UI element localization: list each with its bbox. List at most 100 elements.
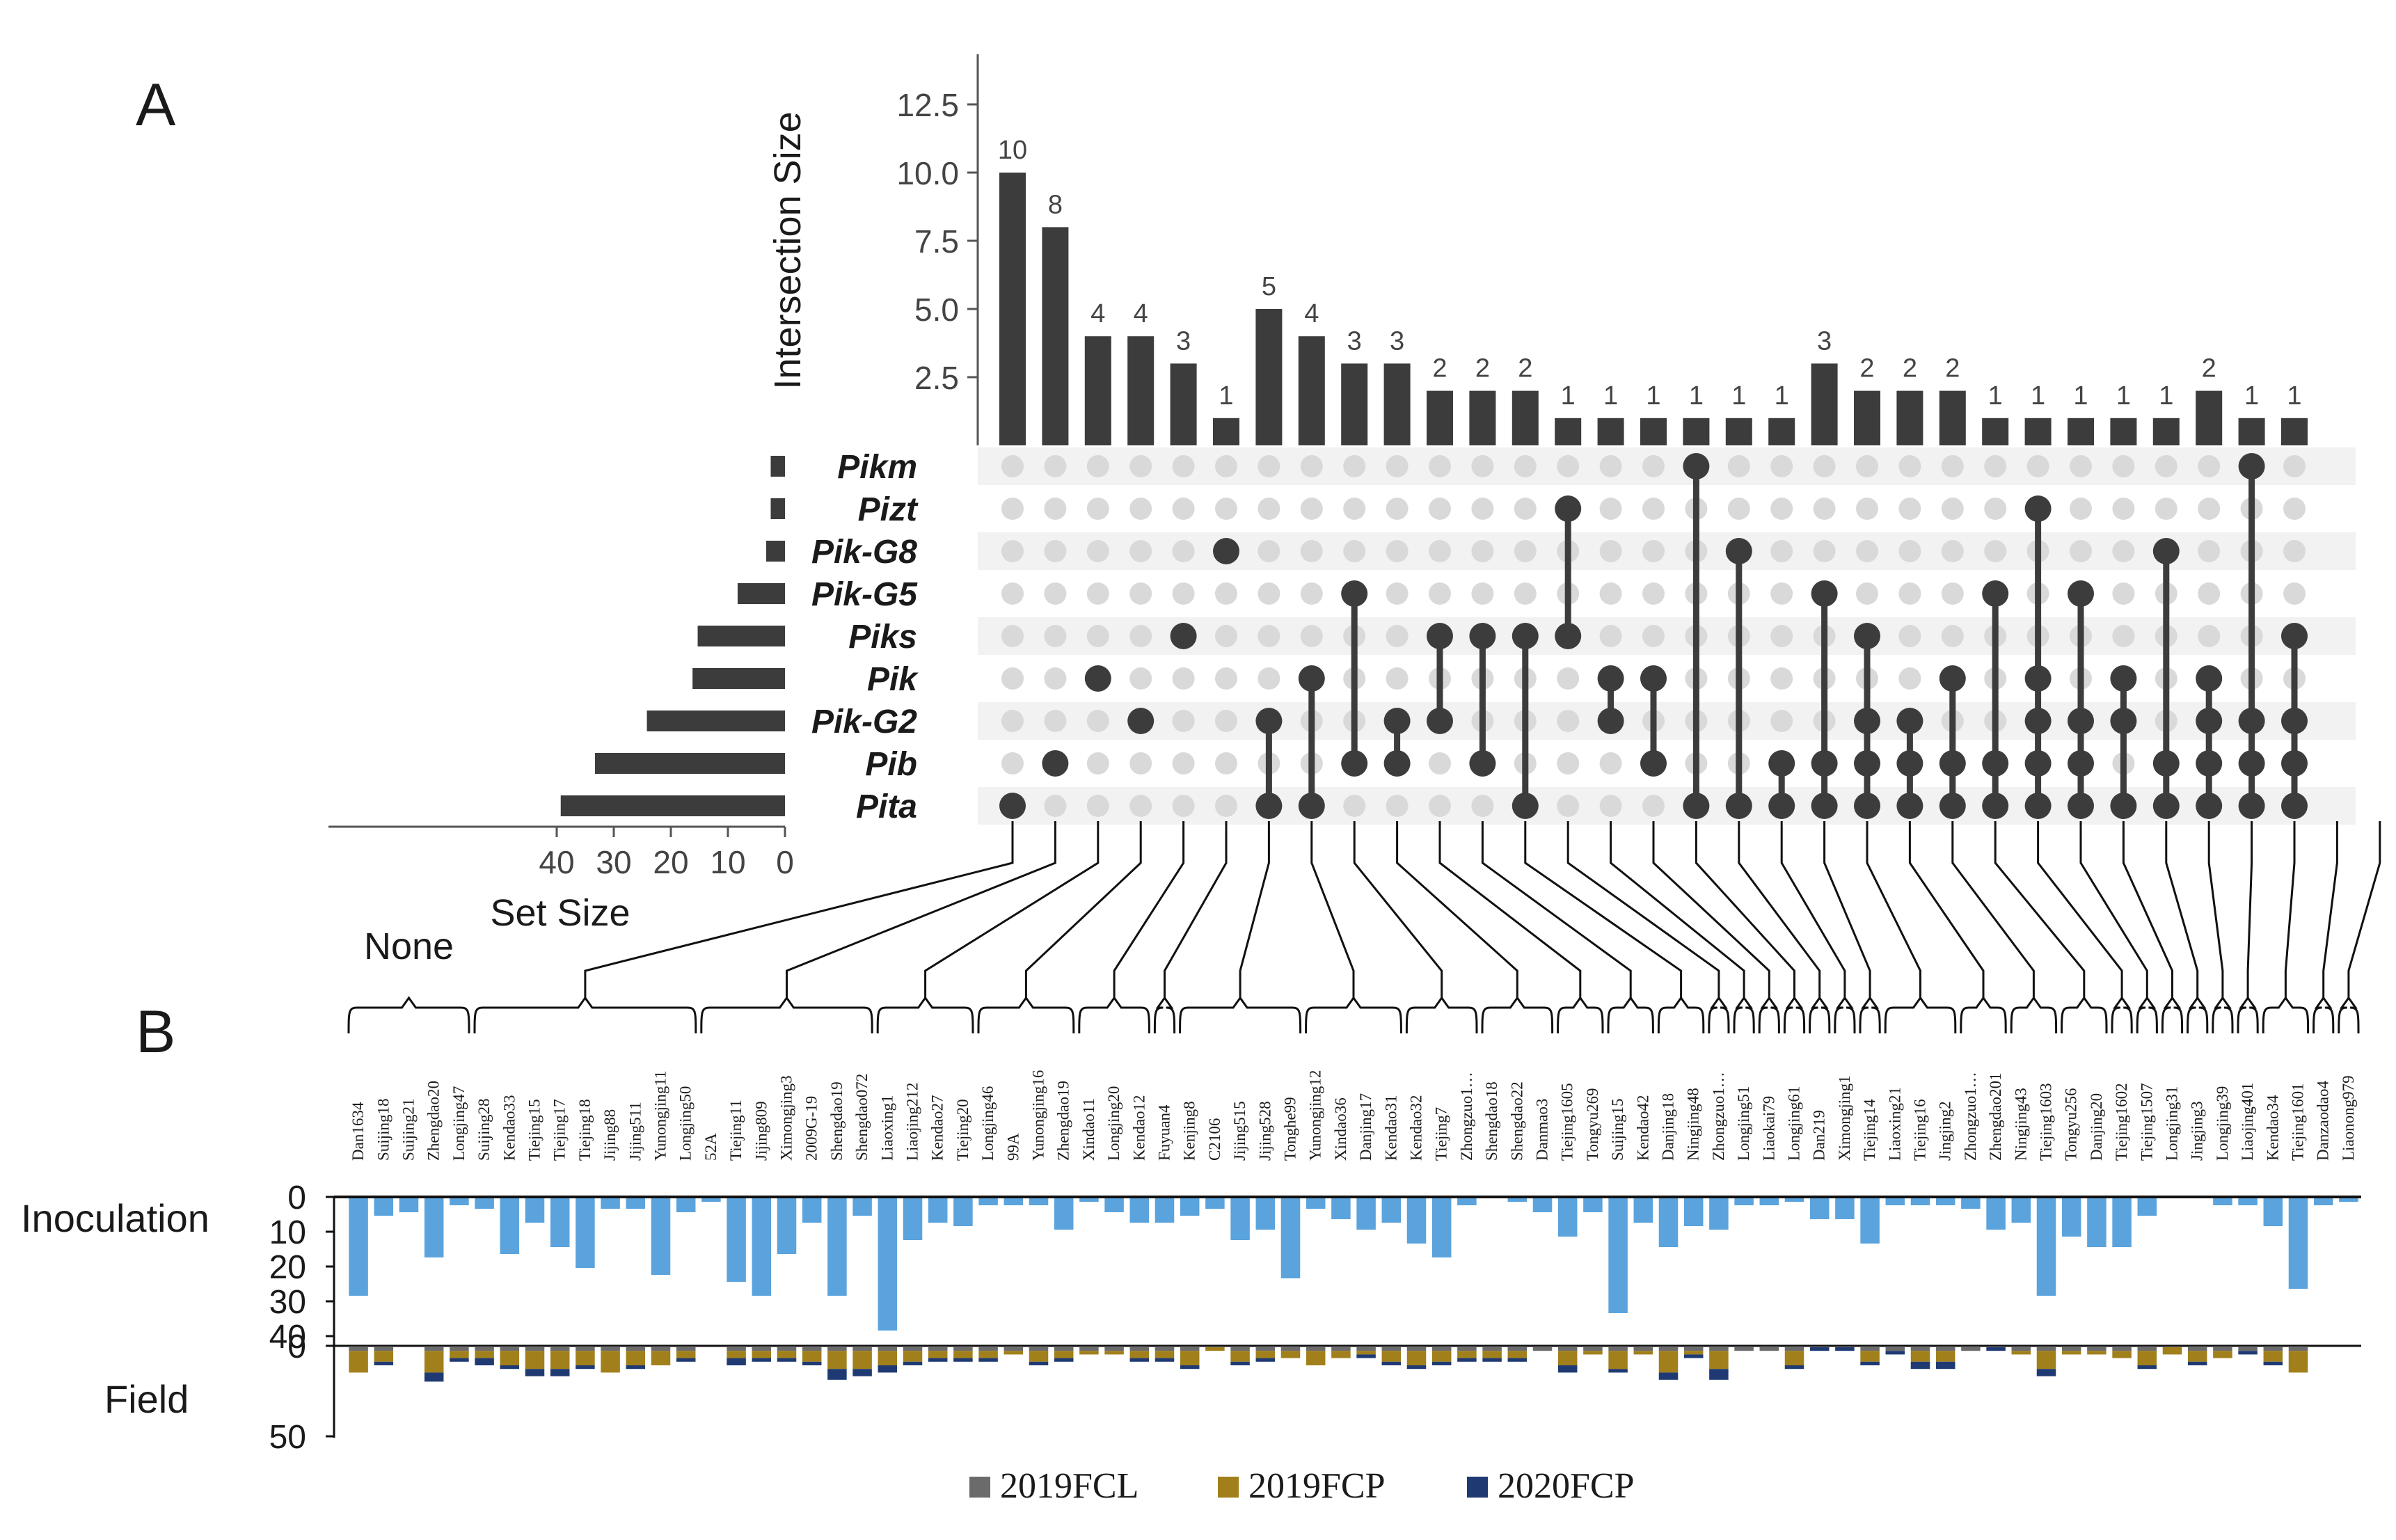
matrix-dot-empty: [1044, 625, 1067, 647]
field-bar-segment: [374, 1347, 394, 1351]
matrix-dot-filled: [1982, 750, 2009, 777]
field-bar-segment: [852, 1351, 872, 1370]
matrix-dot-filled: [1042, 750, 1069, 777]
matrix-dot-empty: [1898, 455, 1921, 477]
matrix-dot-empty: [2112, 455, 2135, 477]
field-bar-segment: [1784, 1365, 1804, 1370]
field-bar-segment: [1381, 1347, 1402, 1351]
inoculation-bar: [978, 1198, 998, 1205]
set-label: Pik-G2: [811, 704, 917, 740]
variety-label: Suijing28: [475, 1099, 493, 1161]
field-bar-segment: [777, 1358, 797, 1362]
matrix-dot-empty: [1215, 710, 1237, 732]
set-size-bar: [594, 753, 785, 774]
matrix-dot-empty: [1257, 582, 1280, 605]
field-bar-segment: [2112, 1347, 2132, 1351]
field-bar-segment: [1860, 1361, 1880, 1365]
matrix-dot-filled: [1555, 623, 1582, 649]
field-bar-segment: [878, 1347, 898, 1351]
y-tick-label: 10.0: [896, 155, 959, 191]
matrix-dot-empty: [1429, 795, 1451, 817]
field-bar-segment: [1230, 1347, 1250, 1351]
x-axis-title: Set Size: [490, 892, 630, 934]
field-bar-segment: [475, 1351, 494, 1358]
variety-label: Tiejing1507: [2138, 1083, 2155, 1161]
matrix-dot-empty: [1429, 752, 1451, 775]
matrix-dot-filled: [2110, 793, 2137, 819]
inoculation-bar: [1180, 1198, 1200, 1216]
matrix-dot-empty: [1044, 540, 1067, 562]
matrix-dot-filled: [2068, 708, 2094, 734]
matrix-dot-empty: [1001, 455, 1024, 477]
field-bar-segment: [1658, 1347, 1679, 1351]
field-bar-segment: [727, 1347, 746, 1351]
field-bar-segment: [802, 1361, 822, 1365]
matrix-dot-filled: [1341, 580, 1368, 607]
inoculation-bar: [903, 1198, 923, 1240]
matrix-dot-empty: [1172, 710, 1195, 732]
set-label: Pizt: [858, 491, 919, 528]
variety-label: Tiejing1605: [1559, 1083, 1576, 1161]
intersection-bar: [2281, 418, 2308, 445]
bar-value-label: 2: [1903, 354, 1917, 383]
matrix-dot-filled: [2068, 750, 2094, 777]
inoculation-bar: [651, 1198, 671, 1275]
group-brace: [347, 996, 470, 1034]
bar-value-label: 8: [1048, 190, 1063, 219]
variety-label: Tiejing1601: [2290, 1083, 2307, 1161]
field-bar-segment: [1709, 1369, 1729, 1380]
field-bar-segment: [1205, 1347, 1225, 1351]
group-brace: [1405, 996, 1478, 1034]
field-bar-segment: [1255, 1358, 1276, 1362]
field-bar-segment: [1910, 1361, 1930, 1370]
field-bar-segment: [1331, 1351, 1351, 1358]
field-bar-segment: [1054, 1347, 1074, 1351]
inoculation-bar: [550, 1198, 570, 1247]
intersection-bar: [1084, 336, 1111, 445]
group-brace: [2010, 996, 2058, 1034]
matrix-dot-empty: [1941, 455, 1964, 477]
matrix-dot-empty: [1471, 498, 1494, 520]
field-bar-segment: [1180, 1365, 1200, 1370]
matrix-dot-empty: [1300, 455, 1323, 477]
inoculation-bar: [928, 1198, 948, 1223]
intersection-bar: [1811, 363, 1838, 445]
matrix-dot-filled: [1469, 750, 1496, 777]
field-bar-segment: [2288, 1351, 2308, 1373]
field-bar-segment: [1457, 1351, 1477, 1358]
field-bar-segment: [1961, 1347, 1981, 1351]
matrix-dot-empty: [1813, 455, 1836, 477]
field-bar-segment: [424, 1347, 444, 1351]
field-bar-segment: [2288, 1347, 2308, 1351]
bar-value-label: 2: [1432, 354, 1447, 383]
field-bar-segment: [424, 1372, 444, 1382]
field-bar-segment: [2238, 1351, 2258, 1355]
y-tick-label: 5.0: [914, 292, 959, 328]
inoculation-bar: [349, 1198, 368, 1296]
group-connector-line: [1239, 821, 1270, 998]
inoculation-bar: [1230, 1198, 1250, 1240]
variety-label: Yunongjing12: [1307, 1070, 1324, 1161]
variety-label: Tiejing14: [1861, 1099, 1878, 1161]
matrix-dot-empty: [1599, 582, 1622, 605]
matrix-dot-empty: [1086, 540, 1109, 562]
matrix-dot-filled: [1127, 708, 1155, 734]
matrix-dot-empty: [1557, 710, 1580, 732]
matrix-dot-filled: [1427, 623, 1453, 649]
variety-label: Zhengdao20: [425, 1081, 443, 1161]
matrix-dot-empty: [1257, 455, 1280, 477]
variety-label: Jijing809: [752, 1101, 770, 1161]
field-bar-segment: [928, 1358, 948, 1362]
group-brace: [1179, 996, 1302, 1034]
inoculation-tick-label: 20: [269, 1249, 306, 1286]
variety-label: Ningjing48: [1685, 1088, 1702, 1161]
matrix-dot-empty: [1557, 455, 1580, 477]
matrix-dot-filled: [2238, 453, 2265, 479]
variety-label: 99A: [1004, 1133, 1022, 1161]
field-bar-segment: [1230, 1361, 1250, 1365]
matrix-dot-empty: [1086, 795, 1109, 817]
inoculation-bar: [827, 1198, 847, 1296]
inoculation-bar: [701, 1198, 721, 1202]
bar-value-label: 2: [1475, 354, 1490, 383]
